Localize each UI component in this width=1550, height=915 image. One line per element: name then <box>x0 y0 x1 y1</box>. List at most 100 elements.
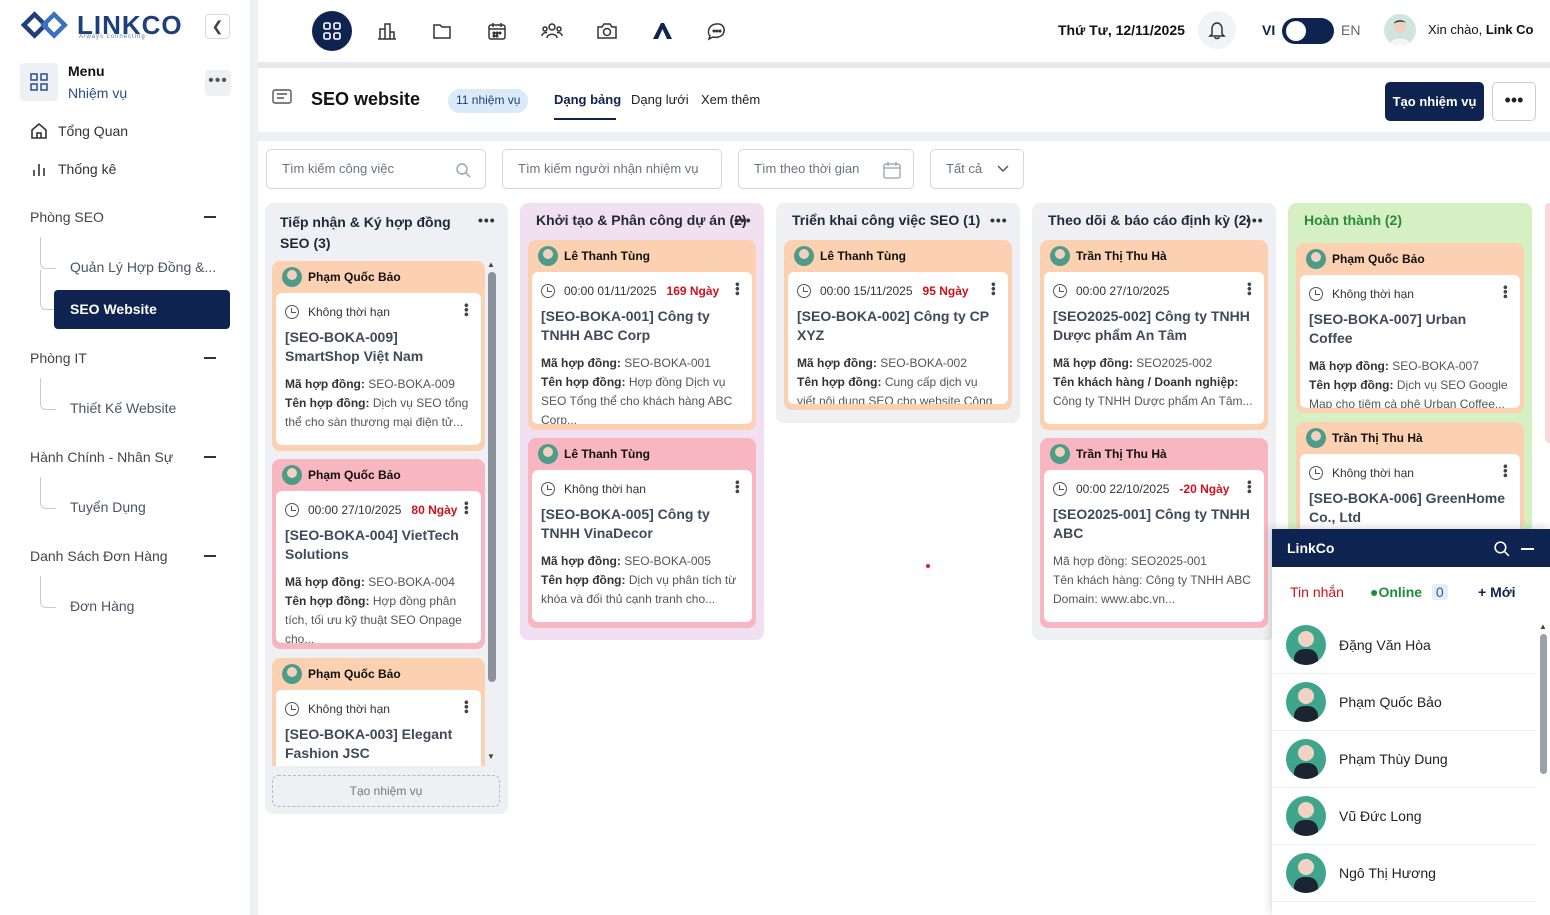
menu-more-button[interactable]: ••• <box>205 70 231 96</box>
column-more-button[interactable]: ••• <box>734 212 752 228</box>
scroll-up-icon[interactable]: ▲ <box>487 260 495 269</box>
card-title[interactable]: [SEO-BOKA-005] Công ty TNHH VinaDecor <box>541 506 710 541</box>
card-body: 00:00 27/10/2025 ••• [SEO2025-002] Công … <box>1044 272 1264 424</box>
collapse-group-icon[interactable] <box>204 456 216 458</box>
menu-subtitle: Nhiệm vụ <box>68 85 128 101</box>
card-menu-button[interactable]: ••• <box>1242 480 1257 494</box>
camera-icon[interactable] <box>595 19 619 43</box>
contact-item[interactable]: Phạm Thùy Dung <box>1272 731 1536 788</box>
task-card[interactable]: Trần Thị Thu Hà 00:00 27/10/2025 ••• [SE… <box>1040 240 1268 430</box>
sidebar-item-orders[interactable]: Đơn Hàng <box>70 598 135 614</box>
chat-header[interactable]: LinkCo <box>1272 529 1550 567</box>
card-title[interactable]: [SEO-BOKA-006] GreenHome Co., Ltd <box>1309 490 1506 525</box>
sidebar-item-web-design[interactable]: Thiết Kế Website <box>70 400 177 416</box>
column-more-button[interactable]: ••• <box>1246 212 1264 228</box>
meta-value: Công ty TNHH Dược phẩm An Tâm... <box>1053 394 1253 408</box>
task-card[interactable]: Trần Thị Thu Hà 00:00 22/10/2025 -20 Ngày… <box>1040 438 1268 628</box>
contact-item[interactable]: Ngô Thị Hương <box>1272 845 1536 902</box>
collapse-sidebar-button[interactable]: ❮ <box>205 14 230 39</box>
card-menu-button[interactable]: ••• <box>1498 464 1513 478</box>
linkco-logo-icon[interactable] <box>20 9 74 41</box>
search-icon[interactable] <box>1493 540 1510 557</box>
header-more-button[interactable]: ••• <box>1492 82 1536 121</box>
card-menu-button[interactable]: ••• <box>986 282 1001 296</box>
scroll-down-icon[interactable]: ▼ <box>487 752 495 761</box>
card-assignee: Trần Thị Thu Hà <box>1040 438 1268 470</box>
folder-icon[interactable] <box>430 19 454 43</box>
card-title[interactable]: [SEO-BOKA-009] SmartShop Việt Nam <box>285 329 424 364</box>
apps-button[interactable] <box>312 11 352 51</box>
search-assignee-input[interactable]: Tìm kiếm người nhận nhiệm vụ <box>502 149 722 189</box>
sidebar-item-contract-management[interactable]: Quản Lý Hợp Đồng &... <box>70 259 217 275</box>
column-more-button[interactable]: ••• <box>990 212 1008 228</box>
task-card[interactable]: Phạm Quốc Bảo Không thời hạn ••• [SEO-BO… <box>272 261 485 451</box>
search-task-input[interactable]: Tìm kiếm công việc <box>266 149 486 189</box>
tab-grid-view[interactable]: Dạng lưới <box>631 92 689 107</box>
card-menu-button[interactable]: ••• <box>1242 282 1257 296</box>
scroll-up-icon[interactable]: ▲ <box>1539 622 1547 631</box>
tab-messages[interactable]: Tin nhắn <box>1290 584 1344 600</box>
card-title[interactable]: [SEO-BOKA-001] Công ty TNHH ABC Corp <box>541 308 710 343</box>
collapse-group-icon[interactable] <box>204 357 216 359</box>
notification-button[interactable] <box>1198 11 1236 49</box>
card-menu-button[interactable]: ••• <box>459 303 474 317</box>
chat-scrollbar-thumb[interactable] <box>1540 634 1547 774</box>
card-menu-button[interactable]: ••• <box>459 700 474 714</box>
tab-see-more[interactable]: Xem thêm <box>701 92 761 107</box>
task-card[interactable]: Phạm Quốc Bảo Không thời hạn ••• [SEO-BO… <box>1296 243 1524 413</box>
sidebar-item-statistics[interactable]: Thống kê <box>30 160 116 178</box>
tab-online[interactable]: ●Online 0 <box>1370 584 1448 600</box>
sidebar-item-seo-website[interactable]: SEO Website <box>54 290 230 329</box>
new-chat-button[interactable]: + Mới <box>1478 584 1516 600</box>
calendar-icon[interactable] <box>485 19 509 43</box>
task-card[interactable]: Phạm Quốc Bảo 00:00 27/10/2025 80 Ngày ••… <box>272 459 485 649</box>
a-logo-icon[interactable] <box>650 19 674 43</box>
group-hr-label[interactable]: Hành Chính - Nhân Sự <box>30 449 174 465</box>
add-task-button[interactable]: Tạo nhiệm vụ <box>272 775 500 807</box>
contact-item[interactable]: Vũ Đức Long <box>1272 788 1536 845</box>
minimize-icon[interactable] <box>1521 548 1534 550</box>
card-meta: Mã hợp đồng: SEO-BOKA-004 <box>285 573 472 592</box>
people-icon[interactable] <box>540 19 564 43</box>
scrollbar-thumb[interactable] <box>488 272 496 682</box>
card-body: Không thời hạn ••• [SEO-BOKA-009] SmartS… <box>276 293 481 445</box>
task-card[interactable]: Lê Thanh Tùng 00:00 01/11/2025 169 Ngày •… <box>528 240 756 430</box>
status-select[interactable]: Tất cả <box>930 149 1024 189</box>
sidebar-item-overview[interactable]: Tổng Quan <box>30 122 128 140</box>
meta-label: Mã hợp đồng: <box>541 554 621 568</box>
group-seo-label[interactable]: Phòng SEO <box>30 209 104 225</box>
card-menu-button[interactable]: ••• <box>730 282 745 296</box>
user-name: Link Co <box>1485 22 1534 37</box>
contact-item[interactable]: Phạm Quốc Bảo <box>1272 674 1536 731</box>
card-title[interactable]: [SEO2025-001] Công ty TNHH ABC <box>1053 506 1250 541</box>
avatar <box>538 444 558 464</box>
card-meta: Tên hợp đồng: Dịch vụ phân tích từ khóa … <box>541 571 743 609</box>
card-title[interactable]: [SEO-BOKA-007] Urban Coffee <box>1309 311 1467 346</box>
card-title[interactable]: [SEO-BOKA-003] Elegant Fashion JSC <box>285 726 453 761</box>
create-task-button[interactable]: Tạo nhiệm vụ <box>1385 82 1484 121</box>
card-menu-button[interactable]: ••• <box>459 501 474 515</box>
task-card[interactable]: Phạm Quốc Bảo Không thời hạn ••• [SEO-BO… <box>272 658 485 766</box>
avatar <box>1286 739 1326 779</box>
collapse-group-icon[interactable] <box>204 555 216 557</box>
task-card[interactable]: Lê Thanh Tùng Không thời hạn ••• [SEO-BO… <box>528 438 756 628</box>
collapse-group-icon[interactable] <box>204 216 216 218</box>
sidebar-item-recruitment[interactable]: Tuyển Dụng <box>70 499 146 515</box>
user-avatar[interactable] <box>1384 14 1416 46</box>
tab-table-view[interactable]: Dạng bảng <box>554 92 622 107</box>
card-title[interactable]: [SEO-BOKA-004] VietTech Solutions <box>285 527 459 562</box>
column-more-button[interactable]: ••• <box>478 212 496 228</box>
card-title[interactable]: [SEO-BOKA-002] Công ty CP XYZ <box>797 308 989 343</box>
group-orders-label[interactable]: Danh Sách Đơn Hàng <box>30 548 168 564</box>
card-menu-button[interactable]: ••• <box>1498 285 1513 299</box>
group-it-label[interactable]: Phòng IT <box>30 350 87 366</box>
chat-icon[interactable] <box>705 19 729 43</box>
card-title[interactable]: [SEO2025-002] Công ty TNHH Dược phẩm An … <box>1053 308 1250 343</box>
building-icon[interactable] <box>375 19 399 43</box>
task-card[interactable]: Trần Thị Thu Hà Không thời hạn ••• [SEO-… <box>1296 422 1524 530</box>
task-card[interactable]: Lê Thanh Tùng 00:00 15/11/2025 95 Ngày ••… <box>784 240 1012 410</box>
greeting[interactable]: Xin chào, Link Co <box>1428 22 1534 37</box>
card-menu-button[interactable]: ••• <box>730 480 745 494</box>
search-time-input[interactable]: Tìm theo thời gian <box>738 149 914 189</box>
contact-item[interactable]: Đặng Văn Hòa <box>1272 617 1536 674</box>
